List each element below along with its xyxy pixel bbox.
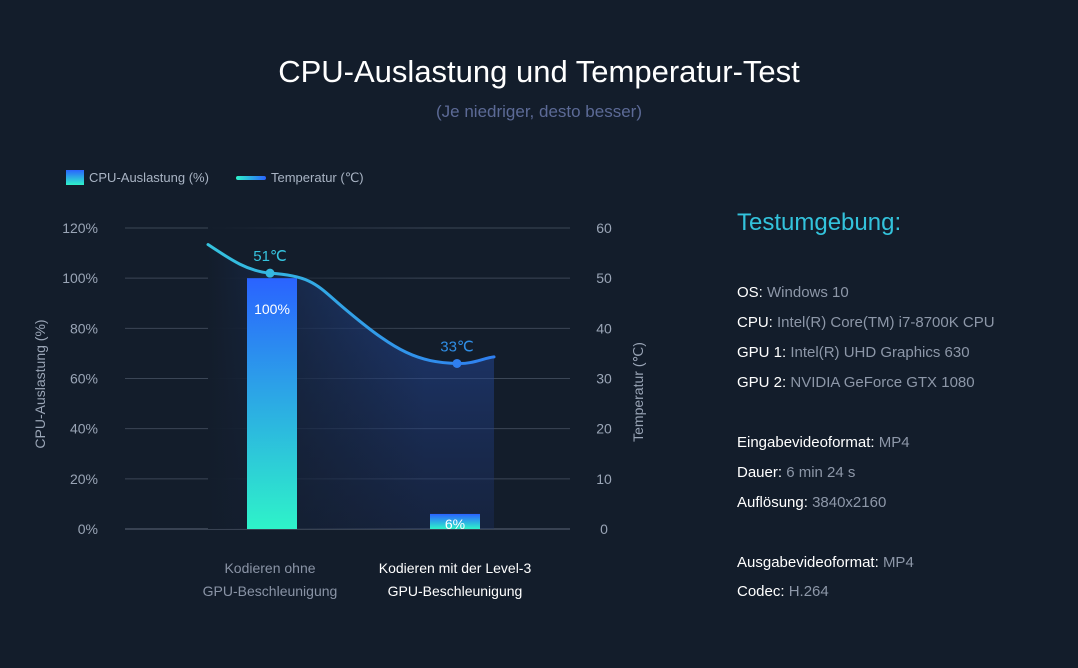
cpu-bar-value-label: 100%: [254, 301, 290, 317]
temperature-line: 51℃ 33℃: [206, 243, 496, 368]
env-duration-key: Dauer:: [737, 464, 783, 481]
env-gpu2-value: NVIDIA GeForce GTX 1080: [790, 374, 975, 391]
env-cpu-key: CPU:: [737, 314, 773, 331]
env-gpu1-key: GPU 1:: [737, 344, 787, 361]
env-gpu2-key: GPU 2:: [737, 374, 787, 391]
cpu-bar-value-label: 6%: [445, 516, 465, 532]
temperature-line-path: [206, 243, 496, 365]
env-output-format: Ausgabevideoformat: MP4: [737, 554, 914, 571]
y-left-tick-label: 40%: [70, 421, 98, 437]
y-left-tick-label: 60%: [70, 371, 98, 387]
legend-label-temp: Temperatur (℃): [271, 170, 364, 185]
env-input-format-key: Eingabevideoformat:: [737, 434, 875, 451]
env-output-format-key: Ausgabevideoformat:: [737, 554, 879, 571]
legend-bar-swatch: [66, 170, 84, 185]
y-right-tick-label: 50: [596, 270, 612, 286]
y-left-tick-label: 20%: [70, 471, 98, 487]
env-codec: Codec: H.264: [737, 583, 829, 600]
y-right-tick-label: 30: [596, 371, 612, 387]
env-resolution: Auflösung: 3840x2160: [737, 494, 886, 511]
env-cpu: CPU: Intel(R) Core(TM) i7-8700K CPU: [737, 314, 995, 331]
environment-title: Testumgebung:: [737, 209, 902, 236]
temperature-point: [452, 358, 462, 368]
env-input-format: Eingabevideoformat: MP4: [737, 434, 910, 451]
legend-item-cpu: CPU-Auslastung (%): [66, 170, 209, 185]
env-gpu2: GPU 2: NVIDIA GeForce GTX 1080: [737, 374, 975, 391]
y-left-tick-label: 80%: [70, 320, 98, 336]
env-duration-value: 6 min 24 s: [786, 464, 856, 481]
env-output-format-value: MP4: [882, 554, 914, 571]
y-left-tick-label: 120%: [62, 220, 98, 236]
category-label-1-line-2: GPU-Beschleunigung: [202, 583, 338, 599]
legend-item-temp: Temperatur (℃): [236, 170, 364, 186]
category-label-2: Kodieren mit der Level-3 GPU-Beschleunig…: [340, 557, 570, 603]
env-duration: Dauer: 6 min 24 s: [737, 464, 855, 481]
env-codec-key: Codec:: [737, 583, 785, 600]
y-right-tick-label: 0: [600, 521, 608, 537]
axes: 0% 0 20% 10 40% 20 60% 30 80% 40 100% 50 120% 60 CPU-A…: [32, 220, 646, 537]
category-label-1-line-1: Kodieren ohne: [224, 560, 316, 576]
legend-line-swatch: [236, 176, 266, 180]
env-gpu1: GPU 1: Intel(R) UHD Graphics 630: [737, 344, 970, 361]
env-resolution-value: 3840x2160: [812, 494, 887, 511]
y-right-tick-label: 20: [596, 421, 612, 437]
temperature-value-label: 33℃: [440, 338, 474, 355]
category-label-1: Kodieren ohne GPU-Beschleunigung: [155, 557, 385, 603]
y-left-axis-label: CPU-Auslastung (%): [32, 319, 48, 448]
y-right-tick-label: 60: [596, 220, 612, 236]
y-left-tick-label: 100%: [62, 270, 98, 286]
y-left-tick-label: 0%: [78, 521, 98, 537]
y-right-tick-label: 40: [596, 320, 612, 336]
cpu-bars: 100% 6%: [247, 278, 480, 532]
env-os-key: OS:: [737, 284, 763, 301]
chart-subtitle: (Je niedriger, desto besser): [436, 102, 642, 121]
cpu-bar: [247, 278, 297, 529]
y-right-axis-label: Temperatur (℃): [630, 342, 646, 442]
env-resolution-key: Auflösung:: [737, 494, 808, 511]
category-label-2-line-2: GPU-Beschleunigung: [387, 583, 523, 599]
cpu-bar: [430, 513, 480, 529]
temperature-value-label: 51℃: [253, 248, 287, 265]
legend-label-cpu: CPU-Auslastung (%): [89, 170, 209, 185]
env-os-value: Windows 10: [767, 284, 849, 301]
y-right-tick-label: 10: [596, 471, 612, 487]
env-gpu1-value: Intel(R) UHD Graphics 630: [790, 344, 970, 361]
chart-title: CPU-Auslastung und Temperatur-Test: [278, 54, 800, 89]
env-input-format-value: MP4: [878, 434, 910, 451]
env-cpu-value: Intel(R) Core(TM) i7-8700K CPU: [777, 314, 995, 331]
temperature-point: [265, 268, 275, 278]
env-os: OS: Windows 10: [737, 284, 849, 301]
category-label-2-line-1: Kodieren mit der Level-3: [378, 560, 532, 576]
env-codec-value: H.264: [788, 583, 829, 600]
